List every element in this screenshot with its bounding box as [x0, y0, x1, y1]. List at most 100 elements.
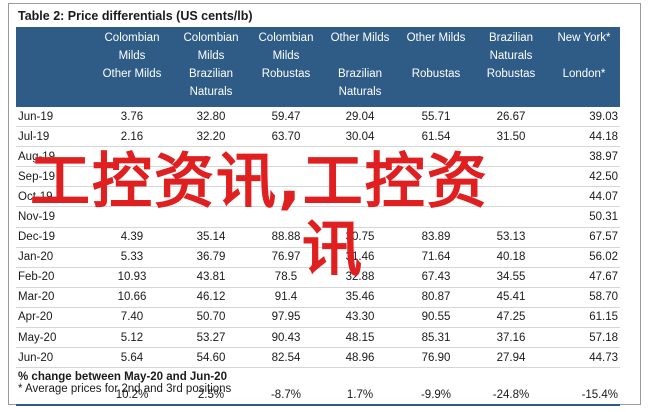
column-header-line	[324, 47, 396, 65]
column-header-6: Brazilian Naturals Robustas	[474, 27, 548, 106]
value-cell: 57.18	[548, 327, 620, 349]
value-cell: 61.54	[398, 126, 474, 148]
value-cell	[474, 206, 548, 228]
table-body: Jun-19 3.76 32.80 59.47 29.04 55.71 26.67 39.03…	[16, 105, 620, 407]
value-cell: 35.46	[322, 287, 398, 308]
column-header-3: Colombian Milds Robustas	[250, 27, 322, 106]
column-header-4: Other Milds Brazilian Naturals	[322, 27, 398, 106]
value-cell: 39.03	[548, 105, 620, 128]
value-cell: 59.47	[250, 105, 322, 128]
value-cell	[172, 186, 250, 208]
column-header-line: Naturals	[338, 86, 382, 98]
value-cell: 2.16	[92, 126, 172, 148]
pct-change-cell: -15.4%	[548, 386, 620, 407]
value-cell: 5.33	[92, 247, 172, 268]
value-cell: 31.46	[322, 247, 398, 268]
column-header-line: Milds	[118, 50, 146, 62]
column-header-line: Colombian	[183, 32, 239, 44]
value-cell: 32.20	[172, 126, 250, 148]
table-row: Dec-19 4.39 35.14 88.88 30.75 83.89 53.13 67.57	[16, 227, 620, 248]
month-cell: Nov-19	[16, 206, 92, 228]
table-row: Feb-20 10.93 43.81 78.5 32.88 67.43 34.55 47.67	[16, 267, 620, 288]
value-cell: 5.64	[92, 347, 172, 369]
value-cell: 63.70	[250, 126, 322, 148]
value-cell	[250, 146, 322, 168]
value-cell: 3.76	[92, 105, 172, 128]
value-cell: 10.93	[92, 267, 172, 288]
value-cell: 47.67	[548, 267, 620, 288]
value-cell: 67.43	[398, 267, 474, 288]
column-header-line: Naturals	[189, 86, 233, 98]
value-cell: 58.70	[548, 287, 620, 308]
value-cell: 90.55	[398, 307, 474, 329]
value-cell	[92, 206, 172, 228]
month-cell: Sep-19	[16, 166, 92, 188]
value-cell: 32.80	[172, 105, 250, 128]
value-cell: 90.43	[250, 327, 322, 349]
value-cell: 43.30	[322, 307, 398, 329]
value-cell: 4.39	[92, 227, 172, 248]
column-header-line	[18, 65, 90, 83]
column-header-line: Brazilian	[337, 68, 383, 80]
column-header-line	[18, 47, 90, 65]
month-cell: Mar-20	[16, 287, 92, 308]
column-header-line: Brazilian	[488, 32, 534, 44]
column-header-line: Naturals	[489, 50, 533, 62]
value-cell: 76.97	[250, 247, 322, 268]
table-row: Jun-20 5.64 54.60 82.54 48.96 76.90 27.94 44.73	[16, 347, 620, 369]
pct-change-cell: -24.8%	[474, 386, 548, 407]
column-header-line: Other Milds	[102, 68, 162, 80]
table-row: May-20 5.12 53.27 90.43 48.15 85.31 37.16 57.18	[16, 327, 620, 349]
value-cell: 56.02	[548, 247, 620, 268]
table-row: Mar-20 10.66 46.12 91.4 35.46 80.87 45.41 58.70	[16, 287, 620, 308]
value-cell: 54.60	[172, 347, 250, 369]
value-cell: 53.27	[172, 327, 250, 349]
value-cell: 82.54	[250, 347, 322, 369]
column-header-line: Robustas	[261, 68, 311, 80]
column-header-5: Other Milds Robustas	[398, 27, 474, 106]
value-cell: 26.67	[474, 105, 548, 128]
value-cell: 37.16	[474, 327, 548, 349]
month-cell: Dec-19	[16, 227, 92, 248]
pct-change-cell: -9.9%	[398, 386, 474, 407]
value-cell: 61.15	[548, 307, 620, 329]
value-cell: 7.40	[92, 307, 172, 329]
column-header-line: Milds	[272, 50, 300, 62]
value-cell: 36.79	[172, 247, 250, 268]
value-cell: 55.71	[398, 105, 474, 128]
value-cell: 10.66	[92, 287, 172, 308]
value-cell: 48.15	[322, 327, 398, 349]
value-cell	[474, 146, 548, 168]
value-cell: 50.31	[548, 206, 620, 228]
value-cell: 44.18	[548, 126, 620, 148]
value-cell	[172, 166, 250, 188]
value-cell: 34.55	[474, 267, 548, 288]
pct-change-cell: 1.7%	[322, 386, 398, 407]
value-cell	[398, 166, 474, 188]
column-header-line	[400, 47, 472, 65]
pct-change-cell: 10.2%	[92, 386, 172, 407]
pct-change-label: % change between May-20 and Jun-20	[18, 371, 227, 384]
value-cell: 76.90	[398, 347, 474, 369]
value-cell: 35.14	[172, 227, 250, 248]
month-cell: Jun-19	[16, 105, 92, 128]
value-cell: 43.81	[172, 267, 250, 288]
month-cell: Aug-19	[16, 146, 92, 168]
table-row: Jul-19 2.16 32.20 63.70 30.04 61.54 31.50 44.18	[16, 126, 620, 148]
value-cell: 85.31	[398, 327, 474, 349]
value-cell: 44.07	[548, 186, 620, 208]
table-row: Aug-19 38.97	[16, 146, 620, 168]
value-cell	[398, 186, 474, 208]
pct-change-cell	[16, 386, 92, 407]
column-header-line: Robustas	[411, 68, 461, 80]
value-cell	[250, 166, 322, 188]
month-cell: Oct-19	[16, 186, 92, 208]
value-cell	[322, 166, 398, 188]
value-cell: 27.94	[474, 347, 548, 369]
value-cell	[92, 166, 172, 188]
column-header-line: Brazilian	[188, 68, 234, 80]
value-cell: 48.96	[322, 347, 398, 369]
value-cell	[474, 166, 548, 188]
value-cell: 78.5	[250, 267, 322, 288]
pct-change-cell: 2.5%	[172, 386, 250, 407]
